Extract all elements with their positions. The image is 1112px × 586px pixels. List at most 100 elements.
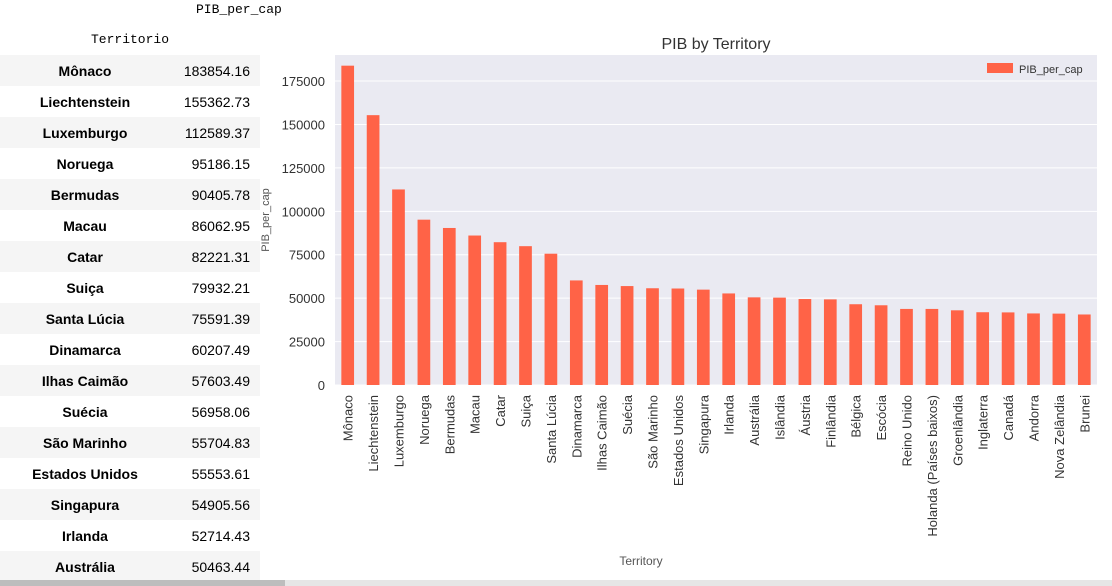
bar <box>696 289 710 385</box>
bar <box>900 308 913 385</box>
y-tick-label: 100000 <box>282 204 325 219</box>
y-tick-label: 50000 <box>289 291 325 306</box>
bar <box>671 288 685 385</box>
table-row: Noruega 95186.15 <box>0 148 260 179</box>
bar <box>620 286 634 385</box>
bar <box>544 253 558 385</box>
legend-swatch <box>987 63 1013 73</box>
x-tick-label: Dinamarca <box>569 394 584 458</box>
row-territory-name: Estados Unidos <box>32 465 138 482</box>
y-axis-label: PIB_per_cap <box>260 188 272 252</box>
x-tick-label: Macau <box>468 395 483 434</box>
bar <box>417 219 431 385</box>
bar <box>1077 314 1091 385</box>
row-territory-name: Suiça <box>66 279 104 296</box>
x-tick-label: São Marinho <box>646 395 661 469</box>
row-territory-name: Singapura <box>50 496 120 513</box>
table-row: Bermudas 90405.78 <box>0 179 260 210</box>
table-row: Santa Lúcia 75591.39 <box>0 303 260 334</box>
scrollbar-thumb[interactable] <box>0 580 285 586</box>
table-row: Catar 82221.31 <box>0 241 260 272</box>
y-tick-label: 150000 <box>282 117 325 132</box>
row-territory-name: Santa Lúcia <box>45 310 125 327</box>
row-territory-name: Irlanda <box>62 527 108 544</box>
bar <box>341 65 355 386</box>
y-tick-label: 0 <box>318 378 325 393</box>
table-row: Estados Unidos 55553.61 <box>0 458 260 489</box>
table-row: Suiça 79932.21 <box>0 272 260 303</box>
x-tick-label: Canadá <box>1001 394 1016 440</box>
row-pib-value: 82221.31 <box>191 248 250 265</box>
x-tick-label: Brunei <box>1077 395 1092 433</box>
x-tick-label: Inglaterra <box>976 394 991 450</box>
row-pib-value: 90405.78 <box>191 186 250 203</box>
x-tick-label: Reino Unido <box>900 395 915 467</box>
table-body: Mônaco 183854.16 Liechtenstein 155362.73 Lux… <box>0 55 260 582</box>
bar <box>747 297 761 385</box>
row-territory-name: Catar <box>67 248 103 265</box>
x-tick-label: Ilhas Caimão <box>595 395 610 471</box>
x-tick-label: Suécia <box>620 394 635 435</box>
bar <box>595 284 609 385</box>
table-row: Mônaco 183854.16 <box>0 55 260 86</box>
bar <box>493 242 507 385</box>
x-tick-label: Finlândia <box>823 394 838 448</box>
bar <box>366 115 380 385</box>
x-tick-label: Suiça <box>519 394 534 427</box>
bar <box>722 293 736 385</box>
bar <box>823 299 837 385</box>
row-territory-name: Bermudas <box>50 186 120 203</box>
row-territory-name: Ilhas Caimão <box>41 372 129 389</box>
x-tick-label: Austrália <box>747 394 762 445</box>
bar <box>519 246 532 385</box>
x-tick-label: Catar <box>493 394 508 426</box>
bar <box>646 288 659 385</box>
table-row: Suécia 56958.06 <box>0 396 260 427</box>
row-territory-name: Noruega <box>56 155 114 172</box>
table-row: Ilhas Caimão 57603.49 <box>0 365 260 396</box>
bar <box>874 305 888 385</box>
row-pib-value: 60207.49 <box>191 341 250 358</box>
x-tick-label: Nova Zelândia <box>1052 394 1067 479</box>
row-territory-name: Austrália <box>55 558 115 575</box>
row-pib-value: 54905.56 <box>191 496 250 513</box>
chart-title: PIB by Territory <box>661 36 770 53</box>
row-pib-value: 56958.06 <box>191 403 250 420</box>
x-tick-label: Noruega <box>417 394 432 445</box>
x-tick-label: Islândia <box>773 394 788 440</box>
bar <box>798 299 812 385</box>
bar <box>1001 312 1015 385</box>
table-row: Macau 86062.95 <box>0 210 260 241</box>
x-tick-label: Andorra <box>1027 394 1042 441</box>
y-tick-label: 125000 <box>282 161 325 176</box>
table-row: Austrália 50463.44 <box>0 551 260 582</box>
bar <box>849 304 863 385</box>
x-tick-label: Estados Unidos <box>671 395 686 487</box>
plot-background <box>335 55 1097 385</box>
row-pib-value: 183854.16 <box>183 62 250 79</box>
x-tick-label: Santa Lúcia <box>544 394 559 463</box>
y-tick-label: 175000 <box>282 74 325 89</box>
row-territory-name: Luxemburgo <box>42 124 128 141</box>
table-row: Irlanda 52714.43 <box>0 520 260 551</box>
bar <box>1027 313 1040 385</box>
bar <box>392 189 405 385</box>
row-pib-value: 52714.43 <box>191 527 250 544</box>
x-tick-label: Escócia <box>874 394 889 440</box>
chart-svg: 0 25000 50000 75000 100000 125000 150000 175000… <box>260 36 1097 568</box>
x-tick-label: Singapura <box>696 394 711 454</box>
row-pib-value: 95186.15 <box>191 155 250 172</box>
x-tick-label: Groenlândia <box>950 394 965 466</box>
table-row: São Marinho 55704.83 <box>0 427 260 458</box>
row-pib-value: 50463.44 <box>191 558 250 575</box>
legend-label: PIB_per_cap <box>1019 64 1083 76</box>
x-tick-label: Liechtenstein <box>366 395 381 472</box>
x-tick-label: Mônaco <box>341 395 356 441</box>
index-header-territorio: Territorio <box>91 32 170 47</box>
row-pib-value: 55553.61 <box>191 465 250 482</box>
x-tick-label: Bélgica <box>849 394 864 437</box>
x-tick-label: Luxemburgo <box>392 395 407 467</box>
horizontal-scrollbar[interactable] <box>0 580 1112 586</box>
bar <box>1052 313 1066 385</box>
dataframe-table: PIB_per_cap Territorio Mônaco 183854.16 Li… <box>0 0 282 586</box>
